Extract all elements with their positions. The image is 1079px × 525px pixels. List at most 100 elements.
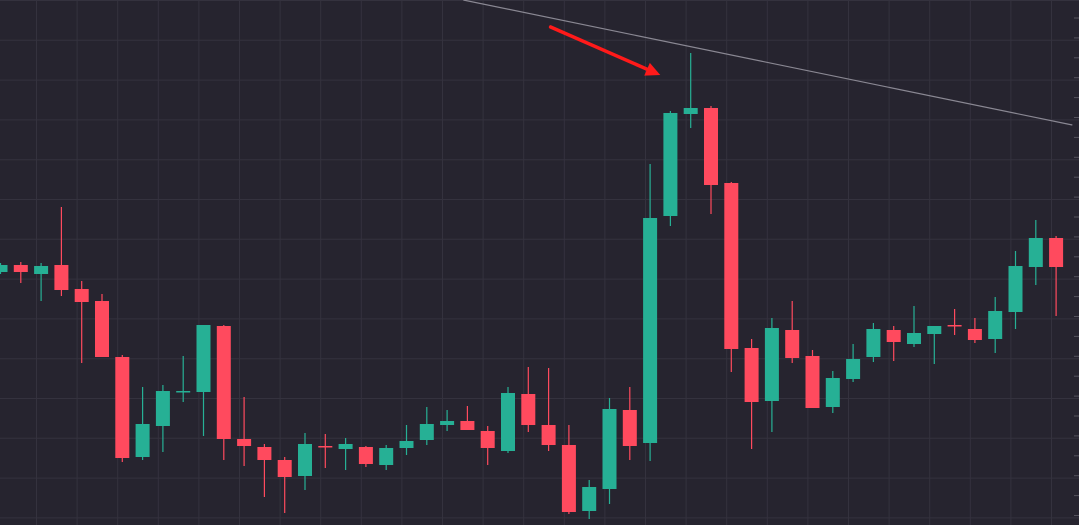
candle-body: [318, 446, 333, 448]
candle-body: [907, 333, 921, 344]
trendline: [463, 0, 1073, 126]
candle-bearish: [886, 326, 901, 361]
candle-body: [643, 218, 658, 443]
candle-body: [419, 424, 434, 440]
candle-bearish: [115, 355, 130, 462]
candle-body: [155, 391, 170, 426]
candle-bullish: [988, 297, 1003, 353]
candle-bullish: [866, 323, 881, 362]
candle-bearish: [521, 367, 536, 432]
candle-body: [622, 410, 637, 446]
candle-body: [866, 329, 881, 357]
candle-bearish: [561, 425, 576, 514]
candle-body: [196, 325, 211, 392]
annotations: [463, 0, 1073, 126]
candle-bearish: [785, 301, 800, 363]
candle-bearish: [257, 444, 272, 497]
candle-bullish: [0, 263, 8, 274]
candle-body: [358, 447, 373, 464]
candle-body: [237, 439, 252, 446]
candle-bullish: [135, 387, 150, 460]
candle-bullish: [196, 325, 211, 436]
candle-bearish: [54, 207, 69, 296]
candle-bullish: [602, 398, 617, 504]
candle-body: [825, 378, 840, 407]
candle-body: [379, 448, 394, 465]
candle-bullish: [1008, 251, 1023, 329]
candle-body: [521, 394, 536, 425]
candle-body: [115, 357, 130, 458]
candle-body: [95, 301, 109, 357]
candle-bearish: [724, 182, 739, 372]
candle-body: [480, 431, 495, 448]
candle-body: [135, 424, 150, 457]
candle-body: [561, 445, 576, 512]
candle-body: [277, 460, 292, 477]
candle-body: [967, 329, 982, 340]
candle-body: [785, 330, 800, 358]
candle-bullish: [927, 326, 942, 364]
candle-bullish: [846, 344, 861, 382]
candle-body: [460, 421, 475, 430]
candle-body: [602, 409, 617, 489]
candle-body: [440, 421, 455, 425]
candle-body: [1028, 238, 1043, 267]
candle-bullish: [907, 306, 921, 347]
candle-body: [886, 330, 901, 342]
candle-bearish: [805, 350, 820, 408]
candle-bullish: [683, 53, 698, 128]
candle-bullish: [643, 164, 658, 461]
candle-body: [54, 265, 69, 290]
candle-body: [501, 393, 515, 451]
candle-bullish: [440, 410, 455, 431]
candle-body: [541, 425, 556, 445]
candle-body: [744, 348, 759, 402]
candle-body: [176, 391, 191, 393]
candle-bearish: [967, 318, 982, 343]
candle-bearish: [541, 368, 556, 451]
candle-body: [399, 441, 414, 448]
candle-bearish: [95, 294, 109, 357]
candle-bullish: [176, 356, 191, 402]
candle-body: [13, 265, 28, 272]
candle-body: [338, 444, 353, 449]
arrow-head-icon: [644, 62, 661, 76]
candle-bearish: [622, 387, 637, 460]
candle-bearish: [13, 262, 28, 283]
candle-bearish: [744, 339, 759, 449]
candle-bearish: [277, 457, 292, 513]
price-axis-ticks[interactable]: [1074, 17, 1079, 516]
candle-bearish: [318, 434, 333, 468]
candle-bullish: [582, 480, 597, 519]
candle-bearish: [460, 406, 475, 430]
candle-bearish: [358, 446, 373, 467]
candle-bearish: [1049, 236, 1064, 316]
candle-body: [704, 108, 718, 185]
candles: [0, 53, 1064, 519]
candle-bullish: [501, 387, 515, 453]
candle-body: [216, 326, 231, 439]
candle-bullish: [155, 385, 170, 452]
candle-body: [34, 266, 49, 274]
candle-body: [0, 265, 8, 272]
candle-body: [724, 183, 739, 349]
candle-bullish: [764, 318, 779, 432]
candle-bearish: [947, 309, 962, 335]
candle-bearish: [216, 325, 231, 460]
candle-body: [988, 311, 1003, 339]
candle-bullish: [338, 438, 353, 470]
candle-bearish: [74, 281, 89, 363]
arrow-annotation: [548, 25, 661, 76]
candle-bearish: [704, 106, 718, 214]
arrow-shaft: [548, 25, 652, 72]
candle-bearish: [480, 426, 495, 465]
candle-bearish: [237, 397, 252, 466]
candle-body: [805, 356, 820, 408]
candle-body: [74, 289, 89, 302]
candle-body: [663, 113, 678, 216]
candle-bullish: [399, 425, 414, 455]
candle-bullish: [663, 111, 678, 226]
